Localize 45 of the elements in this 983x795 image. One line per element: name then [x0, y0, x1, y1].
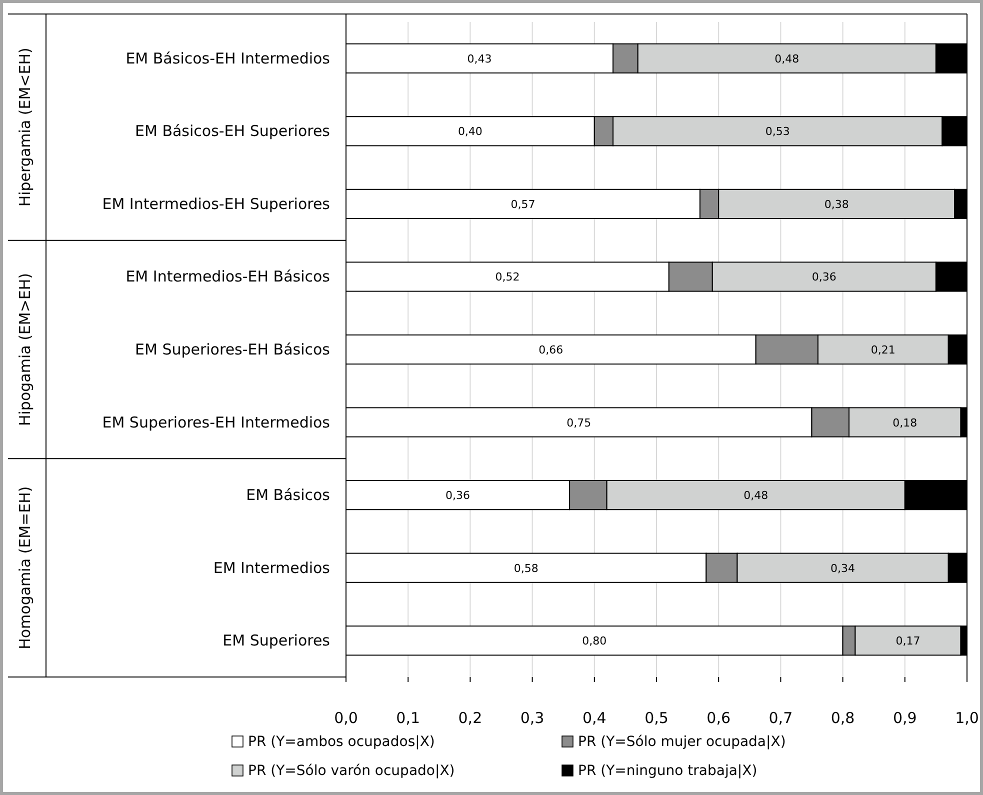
y-tick-label: EM Intermedios-EH Superiores	[102, 194, 330, 213]
data-label: 0,53	[765, 125, 790, 138]
y-tick-label: EM Superiores-EH Básicos	[135, 340, 330, 358]
data-label: 0,52	[495, 270, 520, 284]
data-label: 0,21	[870, 344, 896, 356]
data-label: 0,48	[774, 52, 800, 66]
x-tick-label: 1,0	[955, 709, 979, 727]
legend-label: PR (Y=Sólo mujer ocupada|X)	[578, 734, 786, 750]
legend-label: PR (Y=Sólo varón ocupado|X)	[248, 763, 455, 779]
x-tick-label: 0,3	[520, 709, 544, 727]
text: Hipogamia (EM>EH)	[16, 272, 34, 426]
x-tick-label: 0,9	[892, 709, 917, 727]
data-label: 0,75	[566, 416, 592, 430]
y-tick-label: EM Básicos	[246, 486, 330, 504]
x-tick-label: 0,7	[768, 709, 793, 727]
data-label: 0,80	[582, 634, 607, 648]
data-label: 0,48	[744, 489, 768, 502]
text: Homogamia (EM=EH)	[16, 486, 34, 650]
text: Hipergamia (EM<EH)	[16, 48, 34, 207]
x-tick-label: 0,1	[396, 709, 420, 727]
data-label: 0,17	[896, 634, 920, 648]
y-tick-label: EM Básicos-EH Superiores	[135, 122, 330, 140]
data-label: 0,57	[510, 198, 536, 211]
y-tick-label: EM Intermedios	[213, 558, 330, 577]
x-tick-label: 0,5	[644, 709, 668, 727]
data-label: 0,40	[458, 125, 482, 138]
data-label: 0,38	[824, 198, 849, 211]
data-label: 0,66	[538, 344, 564, 356]
data-label: 0,18	[892, 416, 918, 430]
legend-label: PR (Y=ninguno trabaja|X)	[578, 763, 758, 779]
x-tick-label: 0,4	[582, 709, 606, 727]
x-tick-label: 0,8	[830, 709, 855, 727]
data-label: 0,36	[812, 270, 836, 284]
y-tick-label: EM Básicos-EH Intermedios	[126, 49, 330, 68]
x-tick-label: 0,6	[706, 709, 731, 727]
data-label: 0,36	[446, 489, 470, 502]
x-tick-label: 0,0	[334, 709, 358, 727]
y-tick-label: EM Superiores	[222, 632, 330, 650]
y-tick-label: EM Superiores-EH Intermedios	[102, 413, 330, 432]
legend-label: PR (Y=ambos ocupados|X)	[248, 734, 435, 750]
data-label: 0,34	[830, 562, 856, 575]
data-label: 0,43	[467, 52, 492, 66]
data-label: 0,58	[514, 562, 538, 575]
x-tick-label: 0,2	[458, 709, 482, 727]
y-tick-label: EM Intermedios-EH Básicos	[126, 268, 330, 286]
